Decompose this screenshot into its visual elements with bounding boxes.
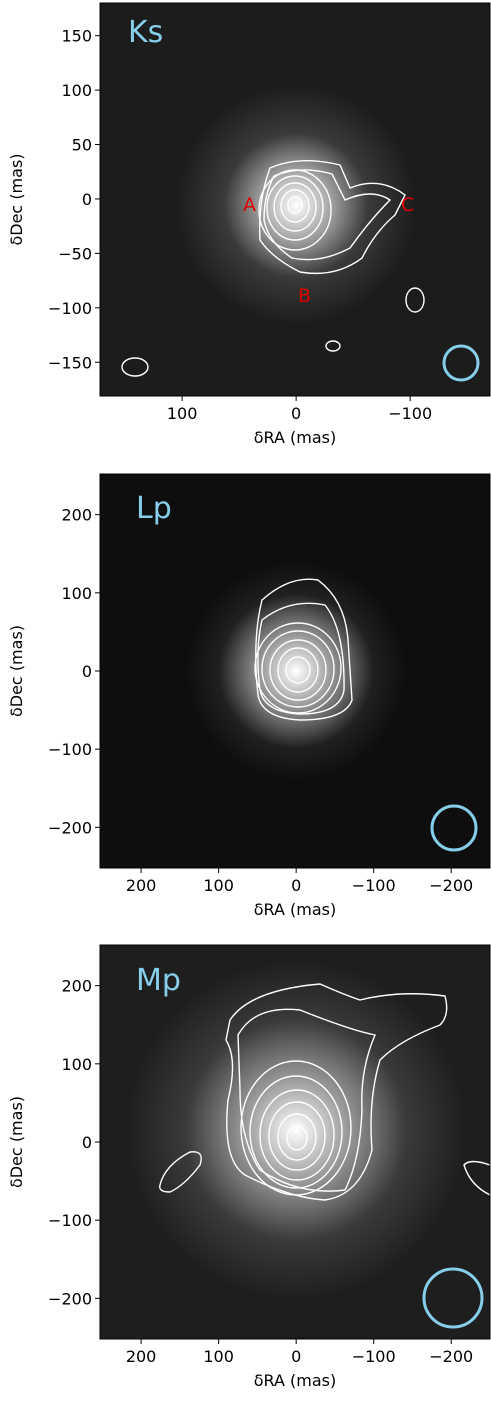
image (100, 474, 490, 868)
y-tick-label: 0 (82, 190, 92, 209)
y-tick-label: 100 (61, 584, 92, 603)
x-tick-label: −200 (429, 876, 473, 895)
y-tick-label: 100 (61, 81, 92, 100)
y-axis-label: δDec (mas) (7, 625, 26, 717)
annotation: B (298, 285, 311, 307)
contours (159, 983, 491, 1201)
x-tick-label: 0 (291, 876, 301, 895)
beam (430, 804, 478, 852)
x-tick-label: 200 (126, 876, 157, 895)
x-tick-label: −100 (352, 1347, 396, 1366)
y-tick-label: 0 (82, 662, 92, 681)
x-tick-label: 100 (167, 404, 198, 423)
x-axis-label: δRA (mas) (254, 900, 337, 919)
annotation: C (401, 194, 414, 216)
contours (254, 578, 353, 721)
y-tick-label: 150 (61, 27, 92, 46)
x-axis-label: δRA (mas) (254, 428, 337, 447)
beam (422, 1267, 484, 1329)
x-axis-label: δRA (mas) (254, 1371, 337, 1390)
y-tick-label: 200 (61, 977, 92, 996)
x-tick-label: −100 (388, 404, 432, 423)
panel-label: Lp (136, 491, 172, 526)
image (100, 945, 490, 1339)
y-tick-label: −50 (58, 244, 92, 263)
y-tick-label: 0 (82, 1133, 92, 1152)
image (100, 3, 490, 396)
y-tick-label: −100 (48, 740, 92, 759)
panel-label: Ks (128, 15, 163, 50)
y-tick-label: 200 (61, 506, 92, 525)
y-axis-label: δDec (mas) (7, 1096, 26, 1188)
panel-label: Mp (136, 963, 181, 998)
x-tick-label: 100 (203, 1347, 234, 1366)
x-tick-label: 100 (203, 876, 234, 895)
beam (442, 344, 480, 382)
annotation: A (243, 194, 256, 216)
x-tick-label: −200 (429, 1347, 473, 1366)
y-tick-label: 50 (72, 136, 92, 155)
contours (121, 159, 425, 377)
y-tick-label: −100 (48, 299, 92, 318)
y-tick-label: −200 (48, 1289, 92, 1308)
y-tick-label: −150 (48, 353, 92, 372)
y-tick-label: −100 (48, 1211, 92, 1230)
x-tick-label: −100 (352, 876, 396, 895)
y-tick-label: −200 (48, 818, 92, 837)
x-tick-label: 200 (126, 1347, 157, 1366)
y-axis-label: δDec (mas) (7, 153, 26, 245)
axes-frame (99, 2, 491, 397)
x-tick-label: 0 (291, 404, 301, 423)
y-tick-label: 100 (61, 1055, 92, 1074)
x-tick-label: 0 (291, 1347, 301, 1366)
